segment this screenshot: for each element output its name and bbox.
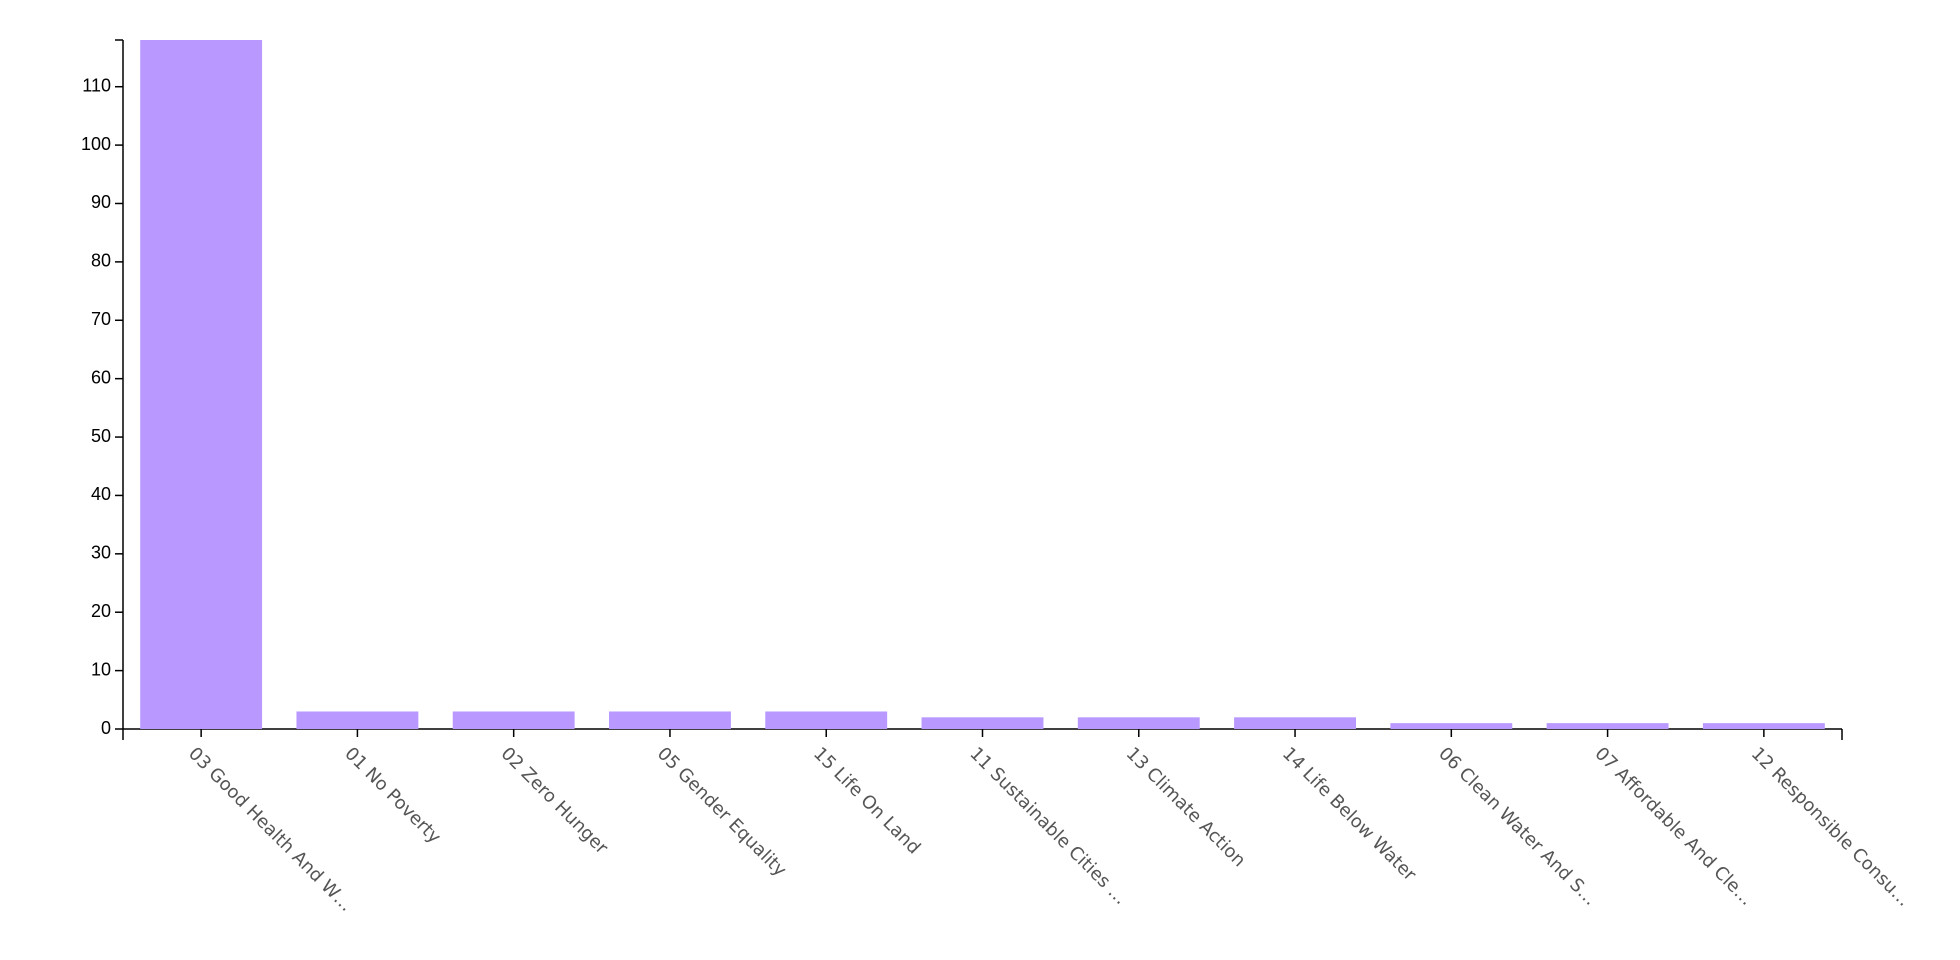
y-tick-label: 60 <box>91 367 111 387</box>
y-tick-label: 20 <box>91 601 111 621</box>
y-tick-label: 40 <box>91 484 111 504</box>
x-tick-label: 11 Sustainable Cities … <box>965 743 1131 909</box>
bar <box>765 711 888 729</box>
bar <box>452 711 575 729</box>
bar <box>1234 717 1356 729</box>
x-tick-label: 03 Good Health And W… <box>184 743 357 916</box>
bar <box>1546 723 1669 729</box>
bar <box>1702 723 1825 729</box>
bar <box>1390 723 1513 729</box>
x-tick-label: 07 Affordable And Cle… <box>1591 743 1758 910</box>
x-tick-label: 14 Life Below Water <box>1278 743 1420 885</box>
y-tick-label: 30 <box>91 543 111 563</box>
y-tick-label: 80 <box>91 251 111 271</box>
x-tick-label: 01 No Poverty <box>340 743 445 848</box>
y-tick-label: 10 <box>91 659 111 679</box>
bar <box>609 711 731 729</box>
y-tick-label: 0 <box>101 718 111 738</box>
y-tick-label: 70 <box>91 309 111 329</box>
x-tick-label: 13 Climate Action <box>1122 743 1250 871</box>
x-tick-label: 12 Responsible Consu… <box>1747 743 1915 911</box>
x-tick-label: 02 Zero Hunger <box>497 743 613 859</box>
y-tick-label: 50 <box>91 426 111 446</box>
bar <box>140 40 263 729</box>
y-tick-label: 100 <box>81 134 111 154</box>
x-tick-label: 15 Life On Land <box>809 743 924 858</box>
x-tick-label: 06 Clean Water And S… <box>1434 743 1601 910</box>
bar <box>921 717 1044 729</box>
y-tick-label: 90 <box>91 192 111 212</box>
bar <box>296 711 419 729</box>
bar <box>1077 717 1200 729</box>
y-tick-label: 110 <box>82 75 111 95</box>
x-tick-label: 05 Gender Equality <box>653 743 791 881</box>
